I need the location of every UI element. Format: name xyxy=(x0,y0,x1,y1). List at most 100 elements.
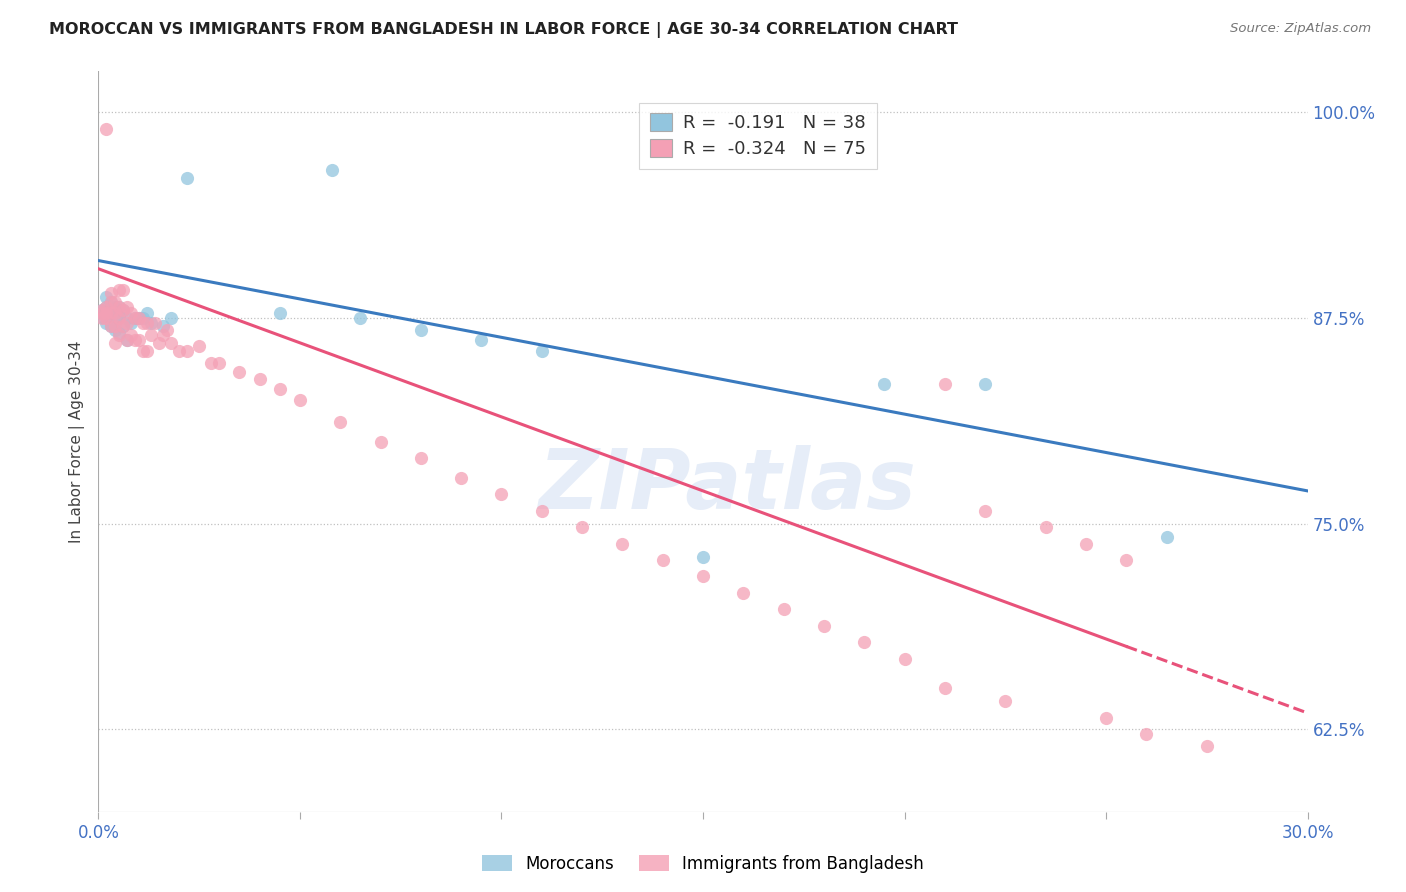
Point xyxy=(115,311,138,326)
Point xyxy=(100,286,122,301)
Point xyxy=(269,382,291,396)
Point xyxy=(321,163,343,178)
Point xyxy=(91,306,114,320)
Point xyxy=(107,310,129,324)
Point xyxy=(132,316,155,330)
Point xyxy=(100,294,122,309)
Point xyxy=(124,311,146,326)
Point xyxy=(772,602,794,616)
Point xyxy=(115,300,138,314)
Point xyxy=(100,306,122,320)
Point xyxy=(103,310,125,324)
Point xyxy=(288,393,311,408)
Point xyxy=(128,311,150,326)
Point xyxy=(188,339,211,353)
Point xyxy=(111,302,134,317)
Point xyxy=(103,335,125,350)
Point xyxy=(111,319,134,334)
Point xyxy=(1074,536,1097,550)
Point xyxy=(132,344,155,359)
Point xyxy=(1035,520,1057,534)
Point xyxy=(733,586,755,600)
Point xyxy=(167,344,190,359)
Point xyxy=(143,316,166,330)
Point xyxy=(470,333,492,347)
Point xyxy=(96,122,118,136)
Legend: R =  -0.191   N = 38, R =  -0.324   N = 75: R = -0.191 N = 38, R = -0.324 N = 75 xyxy=(640,103,877,169)
Point xyxy=(651,553,673,567)
Point xyxy=(1115,553,1137,567)
Point xyxy=(491,487,513,501)
Point xyxy=(160,335,183,350)
Point xyxy=(530,344,553,359)
Point xyxy=(107,326,129,340)
Point xyxy=(450,471,472,485)
Point xyxy=(100,294,122,309)
Point xyxy=(893,651,915,665)
Point xyxy=(1156,530,1178,544)
Point xyxy=(103,300,125,314)
Point xyxy=(107,311,129,326)
Point xyxy=(692,569,714,583)
Point xyxy=(111,319,134,334)
Point xyxy=(409,450,432,465)
Point xyxy=(329,415,352,429)
Point xyxy=(91,306,114,320)
Point xyxy=(148,335,170,350)
Point xyxy=(120,306,142,320)
Point xyxy=(156,323,179,337)
Point xyxy=(135,316,157,330)
Point xyxy=(1095,711,1118,725)
Point xyxy=(530,503,553,517)
Point xyxy=(873,376,896,391)
Point xyxy=(208,355,231,369)
Point xyxy=(103,323,125,337)
Point xyxy=(974,503,997,517)
Point xyxy=(692,549,714,564)
Point xyxy=(115,333,138,347)
Point xyxy=(228,366,250,380)
Point xyxy=(120,327,142,342)
Point xyxy=(934,681,956,696)
Point xyxy=(91,311,114,326)
Point xyxy=(152,319,174,334)
Y-axis label: In Labor Force | Age 30-34: In Labor Force | Age 30-34 xyxy=(69,340,86,543)
Point xyxy=(107,327,129,342)
Point xyxy=(100,306,122,320)
Point xyxy=(813,619,835,633)
Point xyxy=(96,306,118,320)
Point xyxy=(249,372,271,386)
Point xyxy=(96,300,118,314)
Point xyxy=(107,283,129,297)
Point xyxy=(124,311,146,326)
Text: Source: ZipAtlas.com: Source: ZipAtlas.com xyxy=(1230,22,1371,36)
Point xyxy=(1195,739,1218,753)
Point xyxy=(91,310,114,324)
Point xyxy=(139,316,162,330)
Point xyxy=(200,355,222,369)
Point xyxy=(409,323,432,337)
Point xyxy=(370,434,392,449)
Point xyxy=(128,333,150,347)
Point xyxy=(124,333,146,347)
Point xyxy=(96,316,118,330)
Point xyxy=(103,294,125,309)
Point xyxy=(349,311,371,326)
Point xyxy=(135,306,157,320)
Point xyxy=(176,344,198,359)
Text: MOROCCAN VS IMMIGRANTS FROM BANGLADESH IN LABOR FORCE | AGE 30-34 CORRELATION CH: MOROCCAN VS IMMIGRANTS FROM BANGLADESH I… xyxy=(49,22,959,38)
Point xyxy=(96,290,118,304)
Point xyxy=(91,302,114,317)
Point xyxy=(115,333,138,347)
Point xyxy=(100,319,122,334)
Point xyxy=(853,635,876,649)
Point xyxy=(269,306,291,320)
Point xyxy=(571,520,593,534)
Point xyxy=(96,311,118,326)
Point xyxy=(100,319,122,334)
Point xyxy=(176,171,198,186)
Point xyxy=(115,316,138,330)
Point xyxy=(103,319,125,334)
Point xyxy=(120,316,142,330)
Text: ZIPatlas: ZIPatlas xyxy=(538,445,917,526)
